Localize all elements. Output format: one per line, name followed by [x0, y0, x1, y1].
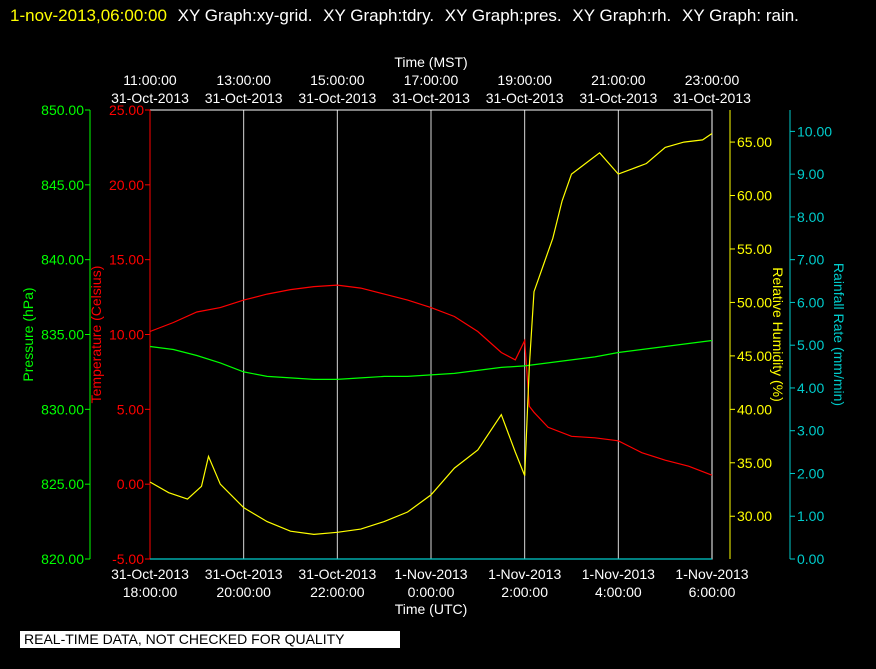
bottom-tick-label: 31-Oct-2013	[205, 566, 283, 582]
bottom-tick-label: 31-Oct-2013	[298, 566, 376, 582]
pressure-axis-tick-label: 850.00	[41, 102, 84, 118]
graph-label-rain: rain.	[765, 6, 799, 25]
bottom-tick-label: 0:00:00	[408, 584, 455, 600]
pressure-axis-title: Pressure (hPa)	[20, 287, 36, 381]
top-tick-label: 31-Oct-2013	[392, 90, 470, 106]
humidity-axis-tick-label: 65.00	[737, 134, 772, 150]
humidity-axis-tick-label: 35.00	[737, 455, 772, 471]
bottom-tick-label: 6:00:00	[689, 584, 736, 600]
graph-label-xy-grid: XY Graph:xy-grid.	[177, 6, 313, 25]
bottom-tick-label: 4:00:00	[595, 584, 642, 600]
humidity-axis-tick-label: 50.00	[737, 294, 772, 310]
temperature-axis-tick-label: 15.00	[109, 252, 144, 268]
humidity-axis-title: Relative Humidity (%)	[770, 267, 786, 402]
rain-axis-tick-label: 9.00	[797, 166, 824, 182]
top-tick-label: 21:00:00	[591, 72, 646, 88]
top-tick-label: 15:00:00	[310, 72, 365, 88]
pressure-axis-tick-label: 845.00	[41, 177, 84, 193]
humidity-axis-tick-label: 60.00	[737, 188, 772, 204]
rain-axis-tick-label: 6.00	[797, 294, 824, 310]
top-tick-label: 31-Oct-2013	[111, 90, 189, 106]
graph-label-tdry: XY Graph:tdry.	[323, 6, 435, 25]
rain-axis-title: Rainfall Rate (mm/min)	[831, 263, 847, 406]
bottom-tick-label: 2:00:00	[501, 584, 548, 600]
bottom-tick-label: 1-Nov-2013	[488, 566, 561, 582]
temperature-axis-tick-label: -5.00	[112, 551, 144, 567]
graph-label-rh: XY Graph:rh.	[572, 6, 672, 25]
temperature-axis-tick-label: 5.00	[117, 401, 144, 417]
series-line-pres	[149, 339, 713, 380]
series-line-rh	[149, 133, 713, 536]
axis-layer: 820.00 825.00 830.00 835.00 840.00 845.00 850.…	[20, 102, 847, 567]
bottom-tick-label: 1-Nov-2013	[675, 566, 748, 582]
rain-axis-tick-label: 1.00	[797, 508, 824, 524]
pressure-axis-tick-label: 825.00	[41, 476, 84, 492]
rain-axis-tick-label: 8.00	[797, 209, 824, 225]
rain-axis-tick-label: 4.00	[797, 380, 824, 396]
quality-notice: REAL-TIME DATA, NOT CHECKED FOR QUALITY	[20, 631, 400, 648]
bottom-tick-label: 31-Oct-2013	[111, 566, 189, 582]
graph-label-pres: XY Graph:pres.	[444, 6, 562, 25]
rain-axis-tick-label: 2.00	[797, 465, 824, 481]
bottom-tick-label: 22:00:00	[310, 584, 365, 600]
grid-layer	[149, 109, 713, 560]
temperature-axis-title: Temperature (Celsius)	[88, 266, 104, 404]
timestamp: 1-nov-2013,06:00:00	[10, 6, 167, 25]
humidity-axis-tick-label: 45.00	[737, 348, 772, 364]
temperature-axis-tick-label: 10.00	[109, 327, 144, 343]
series-layer	[149, 133, 713, 560]
top-axis-title: Time (MST)	[394, 54, 467, 70]
bottom-tick-label: 20:00:00	[216, 584, 271, 600]
top-tick-label: 19:00:00	[497, 72, 552, 88]
top-tick-label: 11:00:00	[123, 72, 177, 88]
pressure-axis-tick-label: 835.00	[41, 327, 84, 343]
pressure-axis-tick-label: 840.00	[41, 252, 84, 268]
top-tick-label: 31-Oct-2013	[673, 90, 751, 106]
bottom-axis-title: Time (UTC)	[395, 601, 468, 617]
bottom-tick-label: 1-Nov-2013	[582, 566, 655, 582]
label-layer: Time (MST) 11:00:00 31-Oct-2013 13:00:00 31-…	[111, 54, 751, 617]
bottom-tick-label: 1-Nov-2013	[394, 566, 467, 582]
temperature-axis-tick-label: 20.00	[109, 177, 144, 193]
graph-label-rain-prefix: XY Graph:	[682, 6, 762, 25]
top-tick-label: 31-Oct-2013	[486, 90, 564, 106]
rain-axis-tick-label: 5.00	[797, 337, 824, 353]
top-tick-label: 23:00:00	[685, 72, 740, 88]
temperature-axis-tick-label: 25.00	[109, 102, 144, 118]
top-tick-label: 17:00:00	[404, 72, 459, 88]
rain-axis-tick-label: 0.00	[797, 551, 824, 567]
top-tick-label: 31-Oct-2013	[205, 90, 283, 106]
rain-axis-tick-label: 10.00	[797, 123, 832, 139]
graph-title-line: 1-nov-2013,06:00:00 XY Graph:xy-grid. XY…	[10, 2, 870, 30]
bottom-tick-label: 18:00:00	[123, 584, 178, 600]
humidity-axis-tick-label: 55.00	[737, 241, 772, 257]
top-tick-label: 31-Oct-2013	[298, 90, 376, 106]
top-tick-label: 13:00:00	[216, 72, 271, 88]
series-line-tdry	[149, 284, 713, 476]
pressure-axis-tick-label: 830.00	[41, 401, 84, 417]
rain-axis-tick-label: 7.00	[797, 252, 824, 268]
top-tick-label: 31-Oct-2013	[579, 90, 657, 106]
humidity-axis-tick-label: 30.00	[737, 508, 772, 524]
humidity-axis-tick-label: 40.00	[737, 401, 772, 417]
temperature-axis-tick-label: 0.00	[117, 476, 144, 492]
pressure-axis-tick-label: 820.00	[41, 551, 84, 567]
rain-axis-tick-label: 3.00	[797, 423, 824, 439]
